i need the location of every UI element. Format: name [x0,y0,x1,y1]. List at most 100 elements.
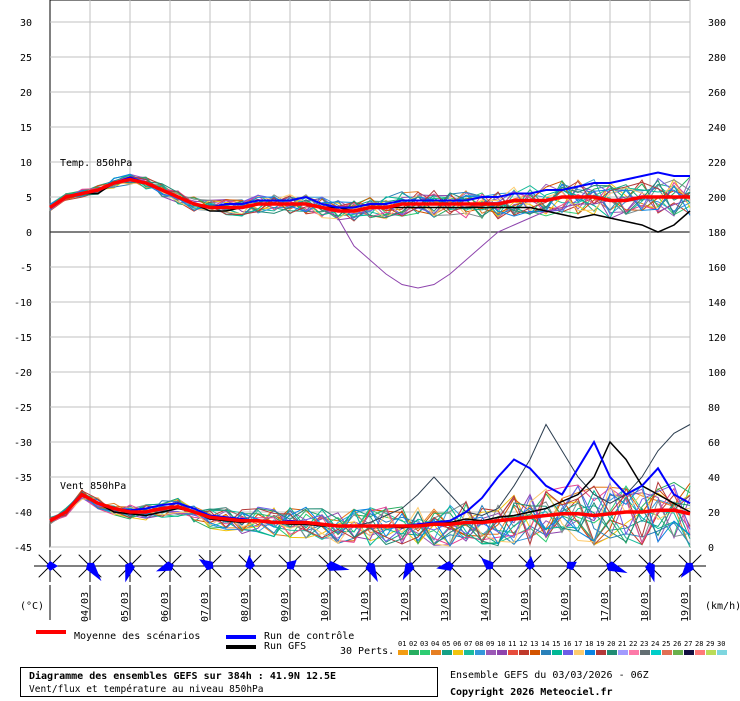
date-label: 11/03 [360,592,371,622]
pert-number: 04 [431,640,439,648]
pert-swatch [508,650,518,655]
pert-number: 02 [409,640,417,648]
left-tick-label: 30 [20,18,32,29]
left-tick-label: 25 [20,53,32,64]
rose-petal [155,561,174,572]
wind-member-line [49,497,691,545]
pert-number: 17 [574,640,582,648]
wind-roses [34,550,706,583]
right-tick-label: 300 [708,18,726,29]
pert-swatch [717,650,727,655]
rose-petal [680,562,694,578]
right-axis-unit: (km/h) [705,601,740,612]
right-tick-label: 200 [708,193,726,204]
temp-member-line [49,174,691,218]
pert-swatch [673,650,683,655]
pert-swatch [530,650,540,655]
left-tick-label: -40 [14,508,32,519]
pert-number: 10 [497,640,505,648]
pert-swatch [563,650,573,655]
right-tick-label: 80 [708,403,720,414]
pert-swatch [706,650,716,655]
date-label: 17/03 [600,592,611,622]
left-tick-label: -20 [14,368,32,379]
mean-legend-swatch [36,630,66,634]
date-label: 13/03 [440,592,451,622]
wind-rose [394,550,426,582]
wind-rose [114,550,146,583]
pert-number: 05 [442,640,450,648]
right-tick-label: 20 [708,508,720,519]
rose-petal [245,555,255,570]
pert-swatch [519,650,529,655]
pert-swatch [618,650,628,655]
gfs-legend-swatch [226,645,256,649]
temp-series-label: Temp. 850hPa [60,158,132,169]
left-tick-label: 20 [20,88,32,99]
pert-number: 03 [420,640,428,648]
date-label: 10/03 [320,592,331,622]
left-axis-ticks: 30 25 20 15 10 5 0 -5 -10 -15 -20 -25 -30 -35 -40 -45 [14,18,32,554]
date-label: 12/03 [400,592,411,622]
pert-number: 14 [541,640,549,648]
pert-swatch [486,650,496,655]
perts-legend: 01 02 03 04 05 06 07 08 09 10 11 12 13 14 15 16 17 18 19 20… [398,640,727,655]
left-tick-label: -25 [14,403,32,414]
wind-rose [74,550,106,582]
pert-swatch [629,650,639,655]
credits: Ensemble GEFS du 03/03/2026 - 06Z Copyri… [450,667,649,701]
right-tick-label: 100 [708,368,726,379]
pert-swatch [574,650,584,655]
pert-swatch [497,650,507,655]
pert-number: 01 [398,640,406,648]
pert-swatch [651,650,661,655]
left-tick-label: -30 [14,438,32,449]
pert-number: 13 [530,640,538,648]
rose-petal [125,562,135,583]
pert-number: 25 [662,640,670,648]
date-label: 19/03 [680,592,691,622]
left-tick-label: 10 [20,158,32,169]
wind-series-label: Vent 850hPa [60,481,126,492]
wind-rose [554,550,586,582]
wind-rose [234,550,266,582]
wind-rose [674,550,706,582]
date-label: 14/03 [480,592,491,622]
rose-petal [645,562,655,583]
right-tick-label: 160 [708,263,726,274]
date-label: 05/03 [120,592,131,622]
pert-number: 11 [508,640,516,648]
temp-member-line [49,179,691,219]
control-legend-swatch [226,635,256,639]
left-tick-label: -5 [20,263,32,274]
temp-mean-line [49,177,690,213]
right-tick-label: 280 [708,53,726,64]
control-legend-label: Run de contrôle [264,631,355,642]
pert-swatch [662,650,672,655]
right-tick-label: 180 [708,228,726,239]
date-label: 04/03 [80,592,91,622]
rose-petal [402,562,415,581]
pert-number: 21 [618,640,626,648]
rose-petal [86,562,102,582]
wind-rose [594,550,628,582]
wind-rose [314,550,350,582]
pert-number: 16 [563,640,571,648]
pert-number: 23 [640,640,648,648]
pert-number: 09 [486,640,494,648]
pert-swatch [684,650,694,655]
pert-number: 12 [519,640,527,648]
date-label: 15/03 [520,592,531,622]
footer-title: Diagramme des ensembles GEFS sur 384h : … [29,671,337,682]
wind-mean-line [49,492,691,528]
right-tick-label: 240 [708,123,726,134]
right-tick-label: 260 [708,88,726,99]
right-tick-label: 0 [708,543,714,554]
info-box: Diagramme des ensembles GEFS sur 384h : … [20,667,438,697]
pert-swatch [453,650,463,655]
pert-number: 15 [552,640,560,648]
rose-petal [365,562,378,583]
rose-petal [525,556,535,570]
left-tick-label: 5 [26,193,32,204]
wind-rose [274,550,306,582]
